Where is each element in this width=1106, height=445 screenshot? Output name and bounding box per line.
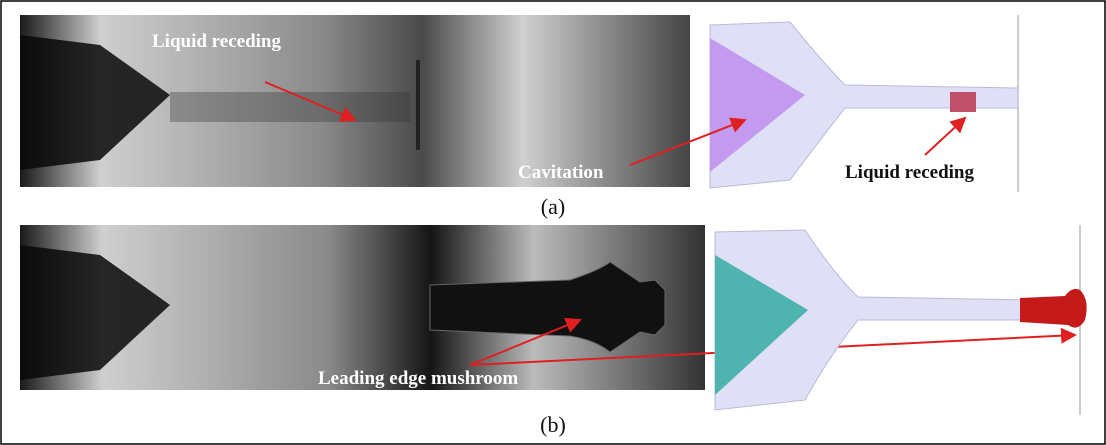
- annotation: Liquid receding: [845, 162, 974, 183]
- liquid: [950, 92, 976, 112]
- figure: Liquid receding Cavitation Liquid recedi…: [0, 0, 1106, 445]
- jet: [170, 92, 410, 122]
- annotation: Cavitation: [518, 162, 604, 183]
- mushroom-render: [1020, 289, 1087, 328]
- annotation: Leading edge mushroom: [318, 368, 518, 389]
- caption: (a): [541, 194, 565, 219]
- annotation: Liquid receding: [152, 31, 281, 52]
- caption: (b): [540, 412, 566, 437]
- arrow: [925, 118, 965, 155]
